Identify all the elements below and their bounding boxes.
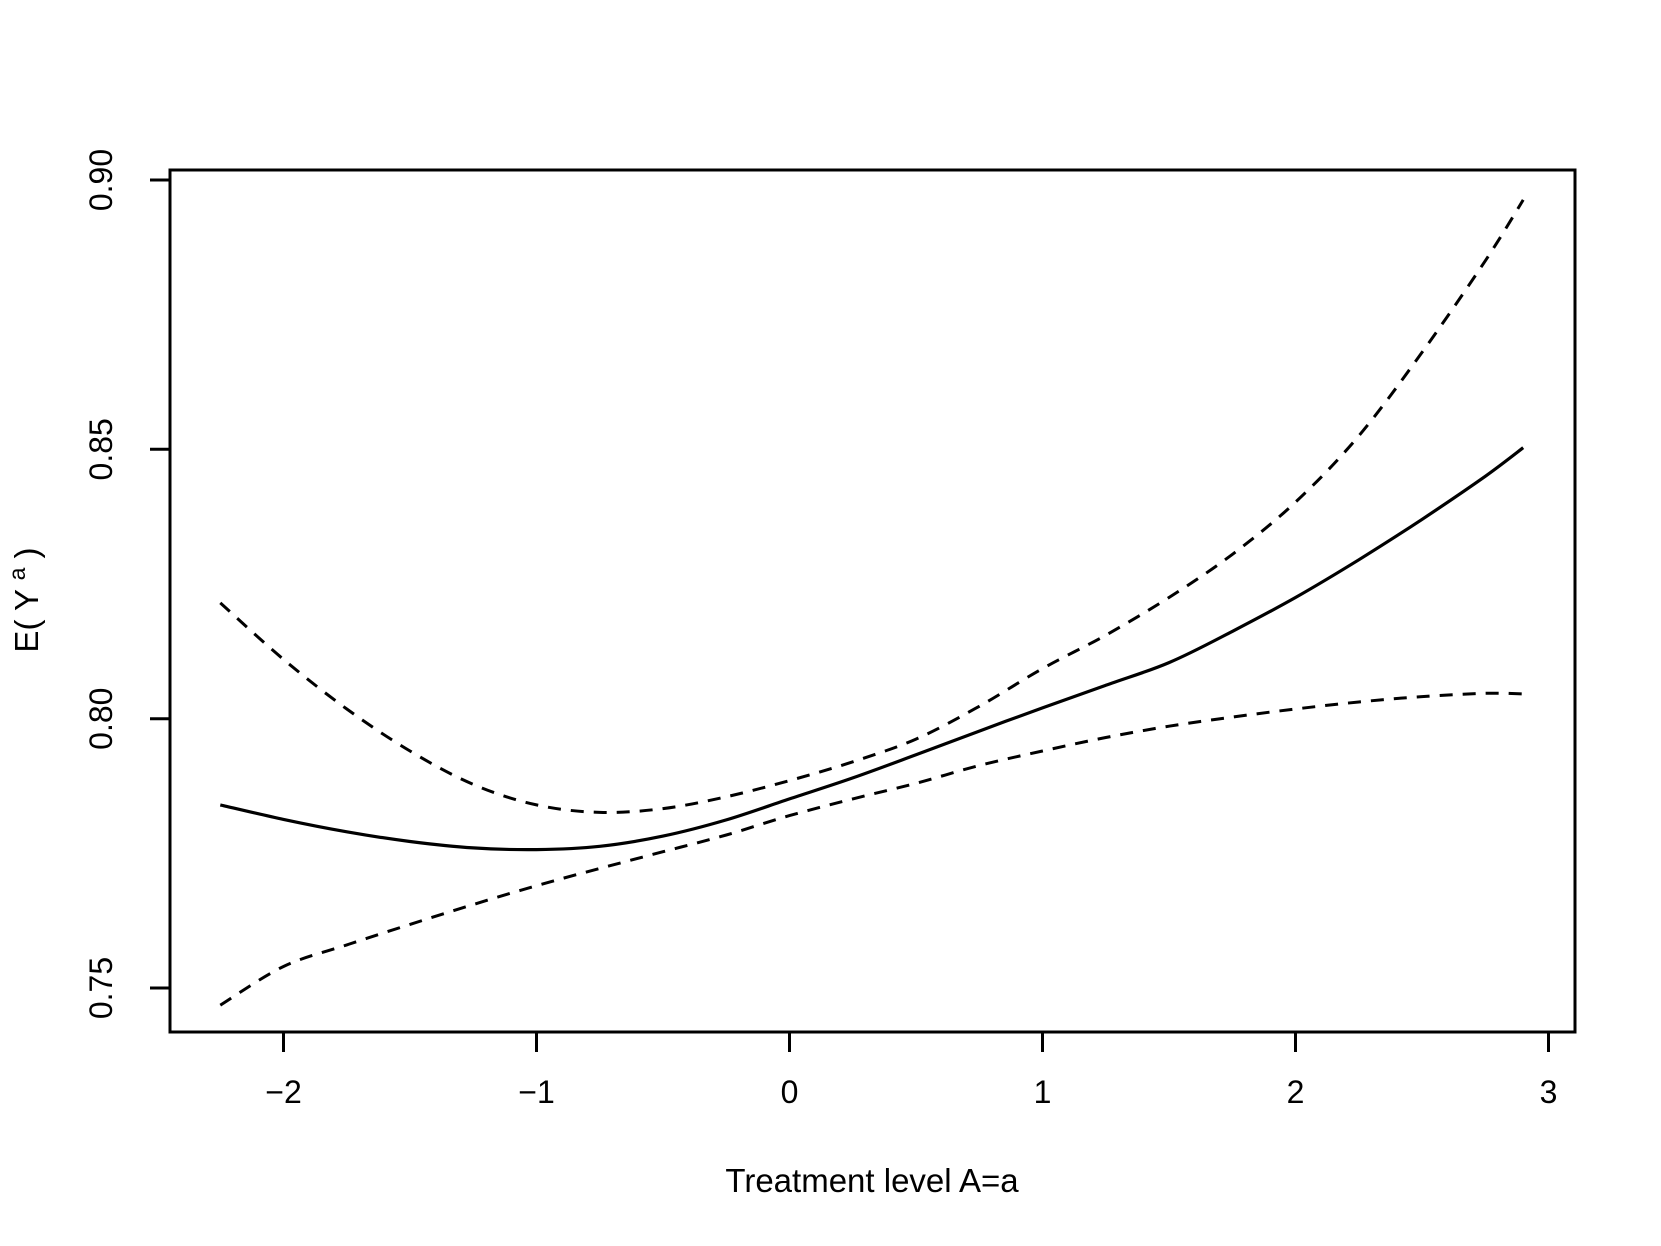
- point-estimate-curve: [219, 446, 1525, 852]
- x-tick-label: 3: [1540, 1074, 1558, 1110]
- x-tick-label: −1: [518, 1074, 554, 1110]
- y-tick-label: 0.75: [83, 957, 119, 1019]
- y-tick-label: 0.85: [83, 418, 119, 480]
- y-tick-label: 0.90: [83, 149, 119, 211]
- x-axis: −2 −1 0 1 2 3 Treatment level A=a: [265, 1032, 1557, 1199]
- x-tick-label: 0: [781, 1074, 799, 1110]
- lower-confidence-band-curve: [219, 691, 1524, 1007]
- y-tick-label: 0.80: [83, 688, 119, 750]
- plot-box: [168, 168, 1577, 1034]
- x-tick-label: 2: [1287, 1074, 1305, 1110]
- x-tick-label: 1: [1034, 1074, 1052, 1110]
- upper-confidence-band-curve: [219, 199, 1525, 815]
- y-axis-title-prefix: E( Y: [8, 589, 45, 653]
- x-tick-label: −2: [265, 1074, 301, 1110]
- y-axis-title: E( Y a ): [0, 547, 45, 652]
- y-axis: 0.75 0.80 0.85 0.90 E( Y a ): [0, 149, 170, 1019]
- x-axis-title: Treatment level A=a: [725, 1162, 1019, 1199]
- y-axis-title-superscript: a: [4, 567, 30, 580]
- y-axis-title-suffix: ): [8, 547, 45, 558]
- curves-group: [219, 199, 1525, 1007]
